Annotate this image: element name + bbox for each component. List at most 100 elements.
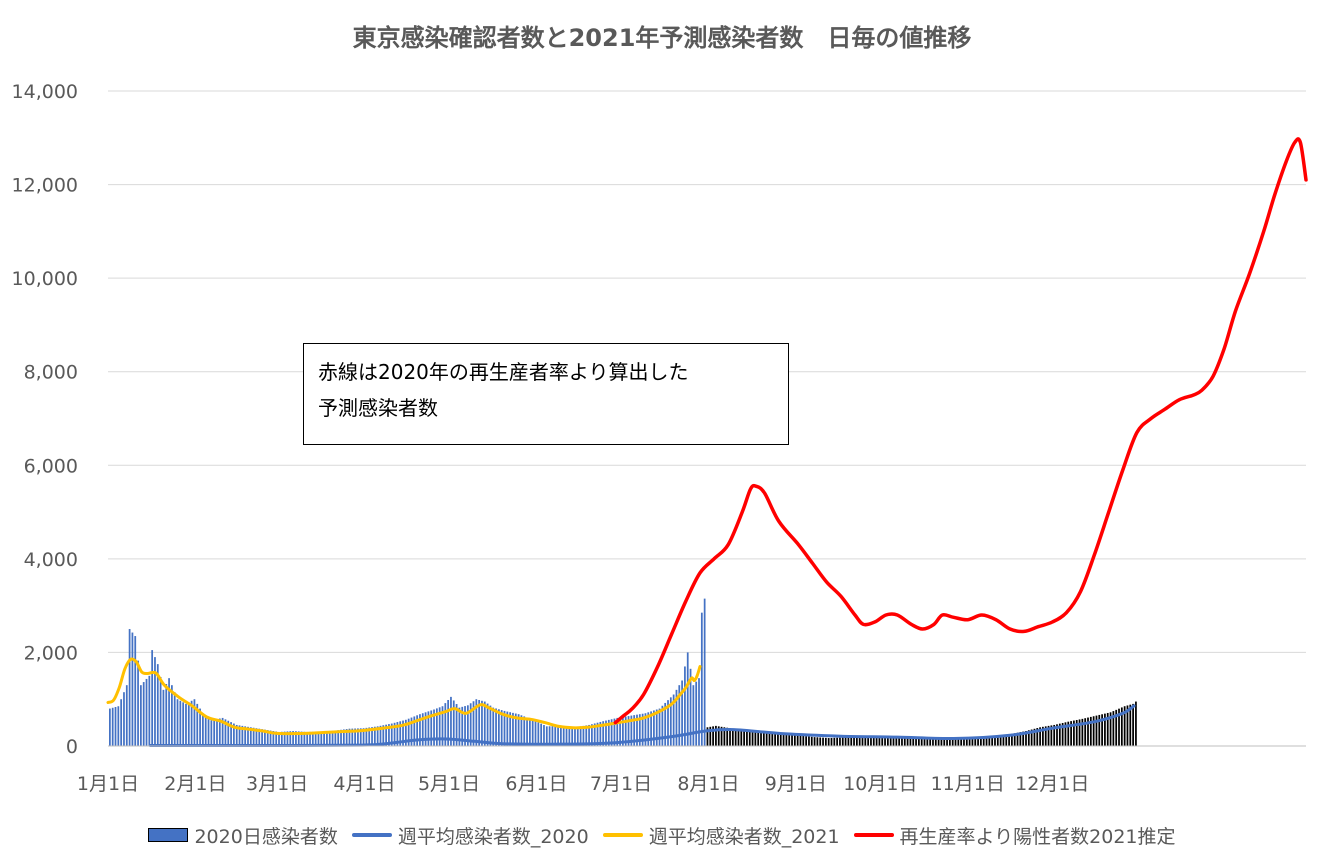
daily-cases-bar <box>1027 730 1030 746</box>
daily-cases-bar <box>154 657 156 746</box>
daily-cases-bar <box>430 710 433 746</box>
daily-cases-bar <box>529 718 531 746</box>
daily-cases-bar <box>340 729 342 746</box>
daily-cases-bar <box>244 726 247 746</box>
daily-cases-bar <box>514 713 517 746</box>
daily-cases-bar <box>481 700 483 746</box>
daily-cases-bar <box>957 737 960 746</box>
legend-label: 2020日感染者数 <box>194 825 338 848</box>
daily-cases-bar <box>762 731 765 746</box>
daily-cases-bar <box>853 737 855 746</box>
x-tick-label: 1月1日 <box>77 773 139 795</box>
daily-cases-bar <box>760 731 762 746</box>
daily-cases-bar <box>641 713 644 746</box>
daily-cases-bar <box>892 736 895 746</box>
daily-cases-bar <box>506 711 509 746</box>
daily-cases-bar <box>791 734 793 746</box>
daily-cases-bar <box>551 726 554 746</box>
daily-cases-bar <box>1013 733 1016 746</box>
daily-cases-bar <box>441 706 444 746</box>
daily-cases-bar <box>187 702 190 746</box>
daily-cases-bar <box>715 725 717 746</box>
daily-cases-bar <box>404 719 407 746</box>
daily-cases-bar <box>362 728 365 746</box>
daily-cases-bar <box>943 737 946 746</box>
y-axis-ticks: 0 2,000 4,000 6,000 8,000 10,000 12,000 14,000 <box>12 81 78 758</box>
daily-cases-bar <box>1101 714 1103 746</box>
daily-cases-bar <box>207 717 210 746</box>
daily-cases-bar <box>655 709 658 746</box>
line-series <box>106 137 1308 748</box>
daily-cases-bar <box>915 737 917 746</box>
daily-cases-bar <box>230 722 232 746</box>
daily-cases-bar <box>850 737 853 746</box>
daily-cases-bar <box>1064 722 1067 746</box>
daily-cases-bar <box>517 714 520 746</box>
daily-cases-bar <box>140 685 142 746</box>
legend-label: 週平均感染者数_2020 <box>397 825 589 848</box>
daily-cases-bar <box>134 636 137 746</box>
x-tick-label: 9月1日 <box>765 773 827 795</box>
daily-cases-bar <box>898 736 901 746</box>
daily-cases-bar <box>560 725 562 746</box>
daily-cases-bar <box>114 707 117 746</box>
daily-cases-bar <box>142 682 145 746</box>
daily-cases-bar <box>193 699 196 746</box>
daily-cases-bar <box>934 737 937 746</box>
daily-cases-bar <box>980 736 982 746</box>
daily-cases-bar <box>684 666 686 746</box>
daily-cases-bar <box>822 737 824 746</box>
daily-cases-bar <box>1070 721 1072 746</box>
daily-cases-bar <box>734 728 737 746</box>
daily-cases-bar <box>602 721 605 746</box>
daily-cases-bar <box>314 731 317 746</box>
daily-cases-bar <box>622 716 624 746</box>
daily-cases-bar <box>799 735 802 746</box>
daily-cases-bar <box>159 676 162 746</box>
daily-cases-bar <box>616 717 619 746</box>
daily-cases-bar <box>503 710 506 746</box>
daily-cases-bar <box>777 733 779 746</box>
legend: 2020日感染者数 週平均感染者数_2020 週平均感染者数_2021 再生産率より陽… <box>0 818 1324 852</box>
daily-cases-bar <box>884 736 886 746</box>
daily-cases-bar <box>458 707 461 746</box>
daily-cases-bar <box>311 731 314 746</box>
daily-cases-bar <box>726 727 729 746</box>
daily-cases-bar <box>946 737 948 746</box>
daily-cases-bar <box>692 685 695 746</box>
daily-cases-bar <box>576 726 579 746</box>
daily-cases-bar <box>478 699 481 746</box>
daily-cases-bar <box>669 697 672 746</box>
y-tick-label: 6,000 <box>24 455 78 477</box>
daily-cases-bar <box>342 729 345 746</box>
daily-cases-bar <box>492 707 495 746</box>
daily-cases-bar <box>585 725 588 746</box>
daily-cases-bar <box>700 612 703 746</box>
legend-line-swatch <box>853 833 894 837</box>
daily-cases-bar <box>368 727 371 746</box>
daily-cases-bar <box>354 728 356 746</box>
daily-cases-bar <box>912 737 915 746</box>
daily-cases-bar <box>782 734 785 746</box>
daily-cases-bar <box>258 728 261 746</box>
legend-item: 2020日感染者数 <box>148 822 338 849</box>
daily-cases-bar <box>345 729 348 746</box>
y-tick-label: 8,000 <box>24 362 78 384</box>
daily-cases-bar <box>619 717 621 746</box>
y-tick-label: 10,000 <box>12 268 78 290</box>
daily-cases-bar <box>748 730 751 746</box>
daily-cases-bar <box>582 725 585 746</box>
daily-cases-bar <box>202 713 204 746</box>
daily-cases-bar <box>830 737 833 746</box>
daily-cases-bar <box>1030 729 1033 746</box>
legend-item: 週平均感染者数_2021 <box>602 822 840 849</box>
daily-cases-bar <box>413 716 416 746</box>
daily-cases-bar <box>624 716 627 746</box>
daily-cases-bar <box>526 717 528 746</box>
weekly-average-2020-line <box>148 704 1136 748</box>
daily-cases-bar <box>1095 715 1098 746</box>
daily-cases-bar <box>379 725 382 746</box>
daily-cases-bar <box>216 719 218 746</box>
daily-cases-bar <box>328 730 331 746</box>
